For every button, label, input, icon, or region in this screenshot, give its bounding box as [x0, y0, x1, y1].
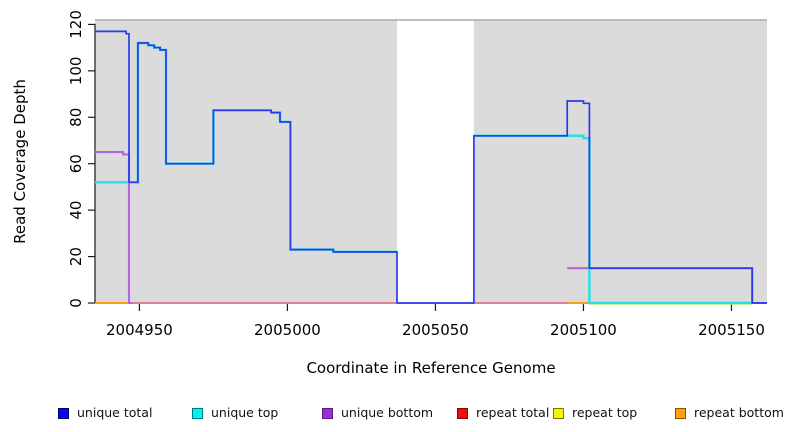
x-tick-label: 2005000: [254, 321, 321, 339]
y-axis-title: Read Coverage Depth: [11, 79, 29, 244]
x-tick-label: 2005100: [550, 321, 617, 339]
y-tick-label: 40: [67, 201, 85, 220]
y-tick-label: 80: [67, 108, 85, 127]
y-tick-label: 20: [67, 247, 85, 266]
y-tick-label: 100: [67, 57, 85, 86]
series-unique-bottom: [95, 151, 132, 305]
x-axis-title: Coordinate in Reference Genome: [306, 359, 555, 377]
x-tick-label: 2005150: [698, 321, 765, 339]
y-tick-label: 120: [67, 10, 85, 39]
x-tick-label: 2004950: [106, 321, 173, 339]
y-tick-label: 0: [67, 298, 85, 308]
y-tick-label: 60: [67, 154, 85, 173]
x-tick-label: 2005050: [402, 321, 469, 339]
series-unique-total: [95, 30, 767, 304]
no-data-gap: [396, 20, 474, 304]
